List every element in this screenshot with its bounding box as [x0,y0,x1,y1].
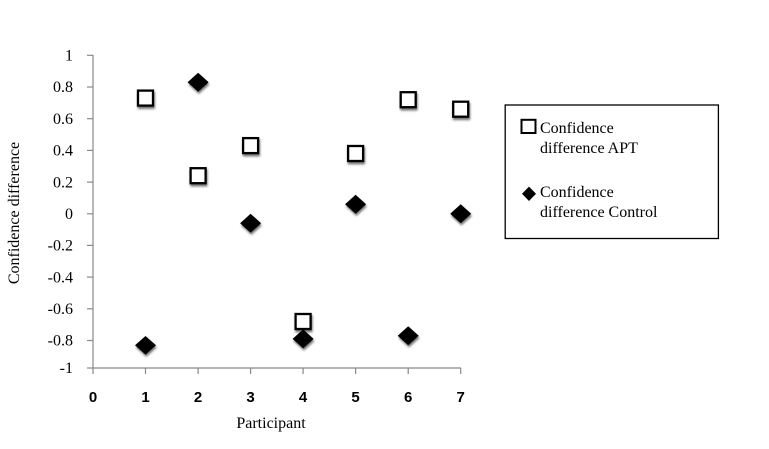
svg-text:1: 1 [141,389,149,406]
svg-text:2: 2 [194,389,202,406]
svg-text:difference APT: difference APT [540,140,638,157]
svg-text:6: 6 [404,389,412,406]
svg-text:0.4: 0.4 [53,143,73,160]
svg-text:-1: -1 [60,360,73,377]
svg-text:-0.4: -0.4 [48,269,73,286]
svg-text:7: 7 [457,389,465,406]
svg-text:0: 0 [89,389,97,406]
svg-text:Confidence: Confidence [540,120,614,137]
svg-text:difference Control: difference Control [540,204,658,221]
svg-text:1: 1 [65,48,73,65]
svg-text:0.2: 0.2 [53,174,73,191]
svg-text:0.6: 0.6 [53,111,73,128]
svg-text:Participant: Participant [236,415,306,432]
svg-text:4: 4 [299,389,308,406]
svg-text:0.8: 0.8 [53,79,73,96]
svg-text:Confidence: Confidence [540,184,614,201]
svg-text:3: 3 [246,389,254,406]
svg-text:0: 0 [65,206,73,223]
svg-text:5: 5 [351,389,359,406]
svg-text:Confidence difference: Confidence difference [6,142,23,284]
svg-text:-0.6: -0.6 [48,301,73,318]
svg-text:-0.8: -0.8 [48,333,73,350]
svg-text:-0.2: -0.2 [48,238,73,255]
